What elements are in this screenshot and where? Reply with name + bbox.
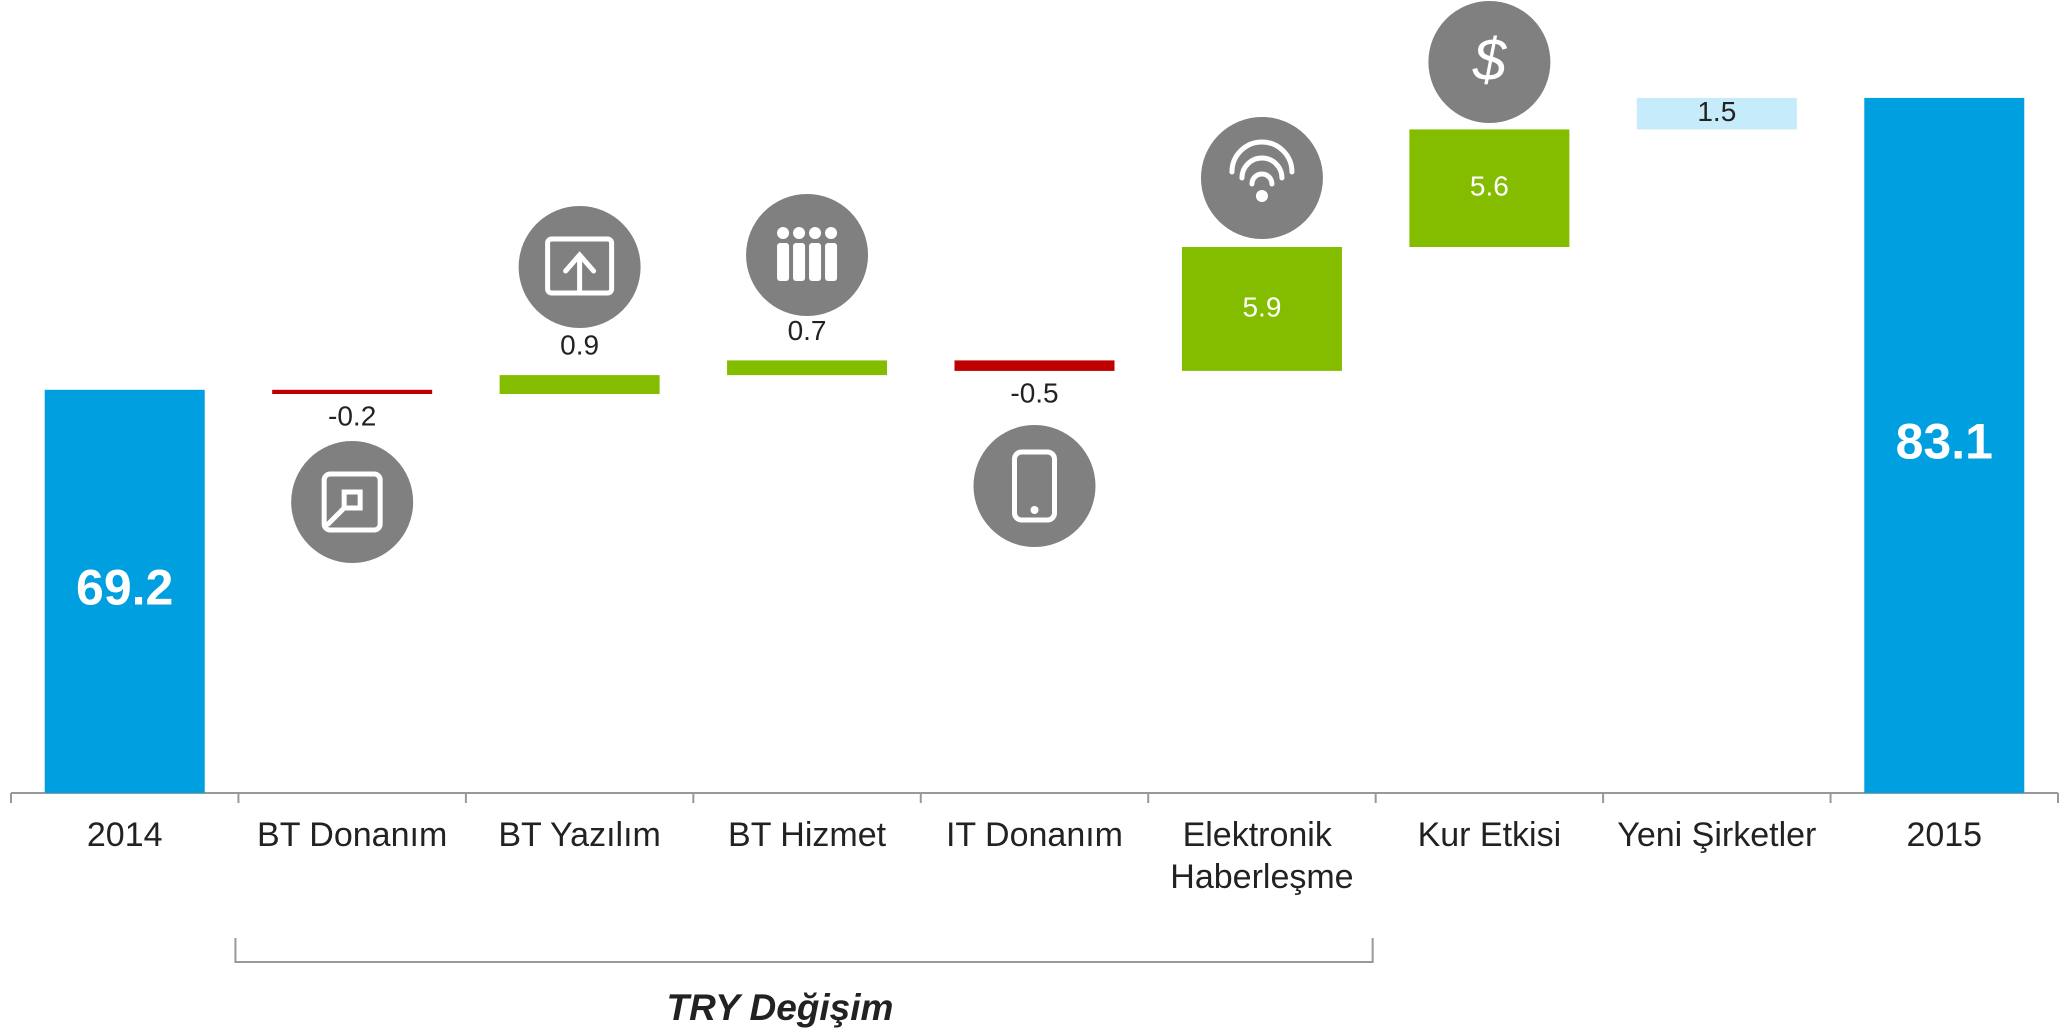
- icon-circle: [1428, 1, 1551, 123]
- icon-circle: [973, 425, 1096, 547]
- category-icon: [973, 425, 1096, 547]
- x-tick-label: 2014: [87, 816, 163, 854]
- x-tick-label: 2015: [1906, 816, 1982, 854]
- bar: [44, 389, 205, 793]
- value-label: 83.1: [1896, 414, 1993, 470]
- icon-shape: [793, 227, 806, 239]
- value-label: 5.6: [1470, 171, 1509, 202]
- bar: [272, 389, 433, 394]
- icon-circle: [1200, 117, 1323, 239]
- value-label: 1.5: [1697, 96, 1736, 127]
- icon-shape: [825, 243, 838, 281]
- bracket-label: TRY Değişim: [667, 987, 894, 1028]
- icon-circle: [291, 441, 414, 563]
- value-label: -0.5: [1010, 377, 1058, 408]
- category-icon: [518, 206, 641, 328]
- bar: [954, 360, 1115, 371]
- icon-shape: [563, 251, 597, 294]
- value-label: 69.2: [76, 560, 173, 616]
- x-tick-label: Kur Etkisi: [1418, 816, 1562, 854]
- bar: [1181, 247, 1342, 371]
- bar: [1636, 97, 1797, 130]
- value-label: 0.7: [788, 315, 827, 346]
- category-icon: $: [1428, 1, 1551, 123]
- value-label: 5.9: [1242, 291, 1281, 322]
- category-icon: [291, 441, 414, 563]
- icon-shape: [809, 243, 822, 281]
- icon-shape: [325, 505, 347, 527]
- x-tick-label: BT Hizmet: [728, 816, 887, 854]
- bar: [1864, 97, 2025, 793]
- category-icon: [1200, 117, 1323, 239]
- bar: [1409, 129, 1570, 247]
- icon-shape: [1255, 190, 1268, 202]
- icon-shape: [809, 227, 822, 239]
- x-tick-label: Elektronik Haberleşme: [1170, 816, 1353, 896]
- icon-shape: [321, 471, 383, 533]
- icon-shape: [341, 489, 363, 511]
- icon-shape: [1030, 506, 1039, 514]
- icon-shape: [1229, 139, 1295, 175]
- x-tick-label: IT Donanım: [946, 816, 1123, 854]
- bar: [727, 360, 888, 376]
- bar: [499, 375, 660, 394]
- x-tick-label: Yeni Şirketler: [1617, 816, 1816, 854]
- icon-shape: [1012, 449, 1057, 523]
- bracket: [234, 938, 1374, 963]
- category-icon: [746, 194, 869, 316]
- icon-shape: [825, 227, 838, 239]
- icon-shape: [1249, 171, 1275, 187]
- x-tick-label: BT Donanım: [257, 816, 447, 854]
- x-tick-label: BT Yazılım: [498, 816, 661, 854]
- icon-shape: [777, 243, 790, 281]
- icon-shape: [1239, 155, 1285, 181]
- value-label: 0.9: [560, 329, 599, 360]
- icon-shape: [793, 243, 806, 281]
- icon-shape: [777, 227, 790, 239]
- icon-shape: $: [1472, 26, 1508, 93]
- value-label: -0.2: [328, 400, 376, 431]
- icon-circle: [746, 194, 869, 316]
